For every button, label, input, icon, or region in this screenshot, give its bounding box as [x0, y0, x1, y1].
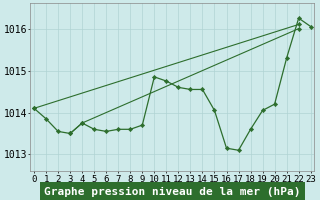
- X-axis label: Graphe pression niveau de la mer (hPa): Graphe pression niveau de la mer (hPa): [44, 186, 300, 197]
